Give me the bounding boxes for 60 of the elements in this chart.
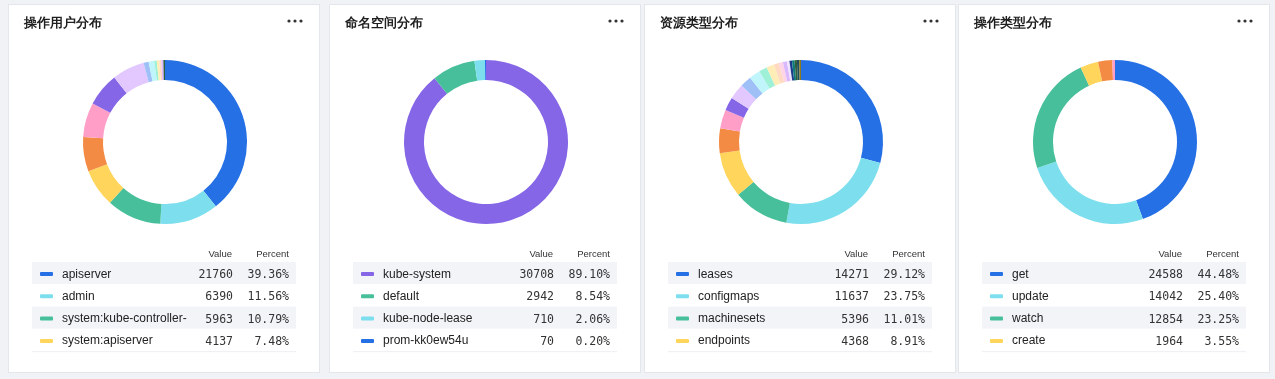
data-label: 11.01%: [883, 311, 926, 326]
text: 5396: [841, 311, 870, 326]
text: 6390: [205, 289, 234, 304]
text: 4368: [841, 333, 870, 348]
text: 11637: [834, 289, 870, 304]
legend-label: kube-node-lease: [383, 311, 473, 326]
text: 12854: [1148, 311, 1184, 326]
legend-label: machinesets: [698, 311, 766, 326]
text: 14271: [834, 267, 870, 281]
text: Percent: [577, 248, 611, 259]
legend-label: configmaps: [698, 288, 760, 303]
text: 21760: [198, 267, 234, 281]
text: Value: [529, 248, 553, 259]
text: Percent: [1206, 248, 1240, 259]
data-label: 2.06%: [575, 311, 611, 326]
text: Percent: [256, 248, 290, 259]
legend-label: kube-system: [383, 266, 452, 281]
data-label: 23.75%: [883, 289, 926, 304]
legend-label: prom-kk0ew54u: [383, 333, 469, 348]
text: 70: [540, 333, 555, 348]
text: 24588: [1148, 267, 1184, 281]
legend-label: admin: [62, 288, 95, 303]
text: Percent: [892, 248, 926, 259]
legend-label: watch: [1011, 311, 1044, 326]
text: Value: [208, 248, 232, 259]
legend-label: update: [1012, 288, 1050, 303]
legend-label: get: [1012, 266, 1030, 281]
text: 710: [533, 311, 555, 326]
legend-label: apiserver: [62, 266, 112, 281]
text: 4137: [205, 333, 234, 348]
data-label: 39.36%: [247, 267, 290, 281]
data-label: 23.25%: [1197, 311, 1240, 326]
data-label: 10.79%: [247, 311, 290, 326]
data-label: 0.20%: [575, 333, 611, 348]
legend-label: create: [1012, 333, 1046, 348]
text: 14042: [1148, 289, 1183, 304]
data-label: 29.12%: [883, 267, 926, 281]
data-label: 44.48%: [1197, 267, 1240, 281]
legend-label: system:kube-controller-: [62, 311, 187, 326]
chart-title: 命名空间分布: [344, 15, 423, 30]
text: 2942: [526, 289, 554, 304]
data-label: 8.54%: [575, 289, 611, 304]
legend-label: leases: [698, 266, 733, 281]
legend-label: system:apiserver: [62, 333, 153, 348]
data-label: 11.56%: [247, 289, 290, 304]
data-label: 8.91%: [890, 333, 926, 348]
data-label: 7.48%: [254, 333, 290, 348]
data-label: 25.40%: [1197, 289, 1240, 304]
data-label: 89.10%: [568, 267, 611, 281]
chart-title: 操作用户分布: [23, 15, 102, 30]
data-label: 3.55%: [1204, 333, 1240, 348]
text: Value: [844, 248, 868, 259]
legend-label: default: [383, 288, 420, 303]
text: 1964: [1155, 333, 1184, 348]
chart-title: 操作类型分布: [973, 15, 1052, 30]
text: Value: [1158, 248, 1182, 259]
legend-label: endpoints: [698, 333, 751, 348]
text: 30708: [519, 267, 555, 281]
chart-title: 资源类型分布: [660, 15, 738, 30]
text: 5963: [205, 311, 234, 326]
